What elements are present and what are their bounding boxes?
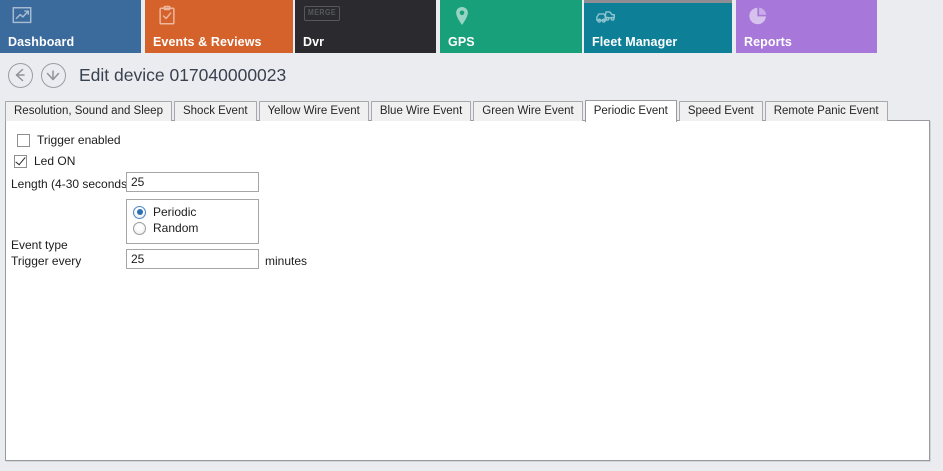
nav-tile-label: Fleet Manager [592, 35, 678, 49]
radio-button-random[interactable] [133, 221, 146, 235]
nav-tile-dvr[interactable]: MERGE Dvr [295, 0, 436, 53]
nav-tile-events-reviews[interactable]: Events & Reviews [145, 0, 293, 53]
trigger-every-input[interactable] [126, 249, 259, 269]
radio-button-periodic[interactable] [133, 205, 146, 219]
trigger-enabled-checkbox[interactable] [17, 133, 30, 147]
back-arrow-icon [15, 68, 25, 81]
radio-label-random: Random [153, 221, 199, 235]
length-input[interactable] [126, 172, 259, 192]
nav-tile-gps[interactable]: GPS [440, 0, 582, 53]
tab-yellow-wire-event[interactable]: Yellow Wire Event [258, 101, 369, 121]
tab-resolution-sound-and-sleep[interactable]: Resolution, Sound and Sleep [5, 101, 172, 121]
nav-tile-label: Events & Reviews [153, 35, 262, 49]
pie-chart-icon [749, 7, 767, 25]
tab-blue-wire-event[interactable]: Blue Wire Event [370, 101, 472, 121]
trigger-enabled-label: Trigger enabled [37, 133, 121, 147]
dvr-logo-text: MERGE [307, 9, 337, 18]
led-on-label: Led ON [34, 154, 76, 168]
down-arrow-icon [46, 69, 60, 80]
nav-tile-gap [582, 0, 584, 53]
page-title: Edit device 017040000023 [79, 64, 287, 85]
nav-tile-label: Dashboard [8, 35, 75, 49]
trigger-every-unit-label: minutes [265, 254, 308, 268]
nav-tile-label: Reports [744, 35, 792, 49]
vehicles-icon-wrap [594, 5, 618, 27]
trigger-every-label: Trigger every [11, 254, 82, 268]
tab-green-wire-event[interactable]: Green Wire Event [473, 101, 583, 121]
nav-tile-label: GPS [448, 35, 475, 49]
led-on-checkbox-row[interactable]: Led ON [14, 154, 75, 168]
vehicles-icon [596, 11, 615, 23]
map-pin-icon-wrap [450, 5, 474, 27]
event-type-radio-group: Periodic Random [126, 199, 259, 244]
clipboard-check-icon-wrap [155, 5, 179, 27]
periodic-event-settings-panel: Trigger enabled Led ON Length (4-30 seco… [5, 120, 930, 461]
nav-tile-label: Dvr [303, 35, 325, 49]
nav-tile-gap [436, 0, 440, 53]
chart-line-icon-wrap [10, 5, 34, 27]
clipboard-check-icon [159, 5, 175, 25]
event-type-option-random[interactable]: Random [133, 220, 252, 236]
nav-tile-fleet-manager[interactable]: Fleet Manager [584, 0, 732, 53]
dvr-logo-icon: MERGE [304, 6, 340, 21]
trigger-enabled-checkbox-row[interactable]: Trigger enabled [17, 133, 121, 147]
page-header: Edit device 017040000023 [0, 53, 943, 97]
pie-chart-icon-wrap [746, 5, 770, 27]
radio-label-periodic: Periodic [153, 205, 197, 219]
back-button[interactable] [8, 62, 33, 88]
nav-tile-dashboard[interactable]: Dashboard [0, 0, 141, 53]
nav-tile-gap [293, 0, 295, 53]
download-button[interactable] [41, 62, 66, 88]
nav-tile-reports[interactable]: Reports [736, 0, 877, 53]
tab-strip: Resolution, Sound and Sleep Shock Event Ye… [5, 100, 890, 122]
fleet-manager-top-divider [584, 0, 732, 3]
chart-line-icon [12, 7, 32, 24]
event-type-label: Event type [11, 238, 68, 252]
nav-tile-gap [141, 0, 145, 53]
led-on-checkbox[interactable] [14, 154, 27, 168]
tab-remote-panic-event[interactable]: Remote Panic Event [764, 101, 888, 121]
nav-tile-gap [732, 0, 736, 53]
event-type-option-periodic[interactable]: Periodic [133, 204, 252, 220]
tab-shock-event[interactable]: Shock Event [173, 101, 257, 121]
main-navigation-bar: Dashboard Events & Reviews MERGE Dvr GPS Flee… [0, 0, 943, 53]
tab-periodic-event[interactable]: Periodic Event [584, 100, 677, 122]
tab-speed-event[interactable]: Speed Event [678, 101, 763, 121]
length-label: Length (4-30 seconds) [11, 177, 132, 191]
map-pin-icon [456, 7, 468, 25]
